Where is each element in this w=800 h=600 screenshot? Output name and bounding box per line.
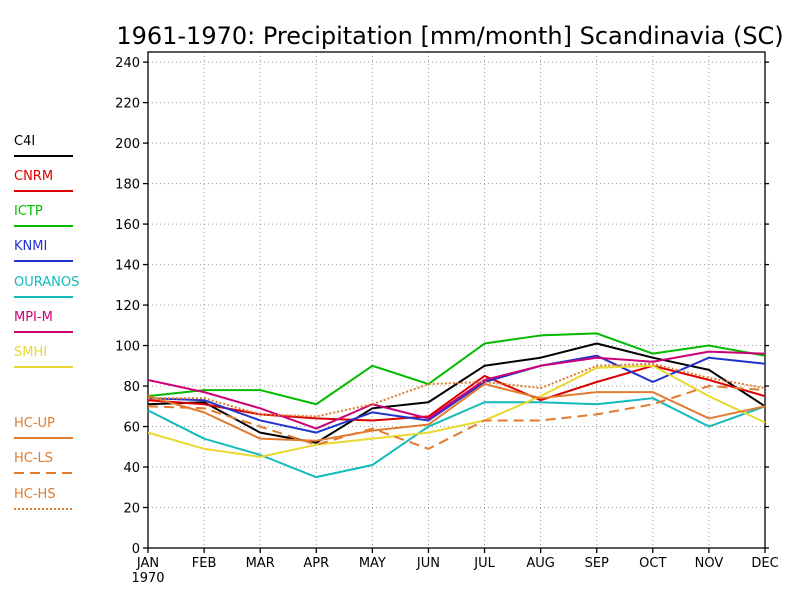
legend-label: OURANOS — [14, 275, 79, 290]
y-tick-label: 160 — [115, 218, 140, 233]
x-tick-label: JAN — [136, 556, 159, 571]
y-tick-label: 240 — [115, 56, 140, 71]
axes — [147, 51, 766, 549]
x-tick-label: APR — [303, 556, 329, 571]
y-axis-ticks: 0 20 40 60 80 100 120 140 160 180 200 220 240 — [115, 56, 769, 557]
x-axis-ticks: JAN FEB MAR APR MAY JUN JUL AUG SEP OCT NOV DEC — [136, 548, 779, 571]
x-tick-label: FEB — [192, 556, 217, 571]
y-tick-label: 100 — [115, 340, 140, 355]
series-line-mpi-m — [147, 350, 766, 430]
series-line-hc-ls — [147, 385, 766, 450]
series-line-hc-up — [147, 383, 766, 442]
series-line-smhi — [147, 364, 766, 458]
x-tick-label: MAY — [359, 556, 386, 571]
x-tick-label: MAR — [246, 556, 275, 571]
y-tick-label: 20 — [123, 502, 140, 517]
y-tick-label: 80 — [123, 380, 140, 395]
x-tick-label: DEC — [751, 556, 778, 571]
x-axis-year-label: 1970 — [131, 571, 164, 586]
y-tick-label: 40 — [123, 461, 140, 476]
y-tick-label: 0 — [132, 542, 140, 557]
x-tick-label: OCT — [639, 556, 666, 571]
y-tick-label: 200 — [115, 137, 140, 152]
x-tick-label: JUN — [416, 556, 440, 571]
legend-label: HC-LS — [14, 451, 53, 466]
y-tick-label: 140 — [115, 259, 140, 274]
grid — [148, 52, 765, 548]
legend-label: CNRM — [14, 169, 53, 184]
series-line-ouranos — [147, 397, 766, 479]
chart-title: 1961-1970: Precipitation [mm/month] Scan… — [116, 22, 783, 50]
legend-label: HC-HS — [14, 487, 56, 502]
series-line-hc-hs — [148, 362, 766, 418]
x-tick-label: SEP — [585, 556, 609, 571]
series-lines — [147, 332, 766, 479]
y-tick-label: 120 — [115, 299, 140, 314]
legend-label: C4I — [14, 134, 35, 149]
y-tick-label: 220 — [115, 97, 140, 112]
x-tick-label: NOV — [695, 556, 724, 571]
x-tick-label: AUG — [526, 556, 554, 571]
series-line-knmi — [147, 354, 766, 434]
legend: C4I CNRM ICTP KNMI OURANOS MPI-M SMHI HC-UP HC-L… — [14, 134, 79, 510]
legend-label: HC-UP — [14, 416, 55, 431]
legend-label: ICTP — [14, 204, 43, 219]
legend-label: KNMI — [14, 239, 47, 254]
series-line-ictp — [147, 332, 766, 406]
y-tick-label: 180 — [115, 178, 140, 193]
y-tick-label: 60 — [123, 421, 140, 436]
plot-frame — [147, 51, 766, 549]
x-tick-label: JUL — [473, 556, 495, 571]
legend-label: MPI-M — [14, 310, 53, 325]
legend-label: SMHI — [14, 345, 47, 360]
